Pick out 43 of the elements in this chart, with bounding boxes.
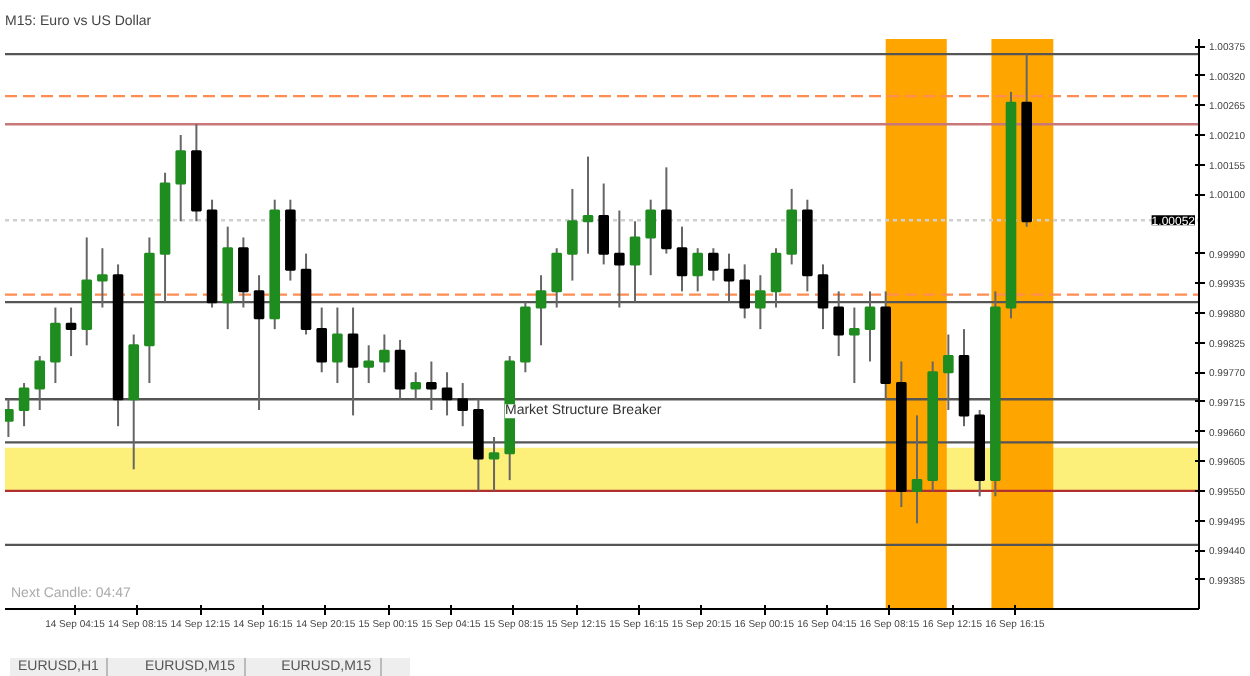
candlestick [817,263,829,331]
candlestick [645,198,656,277]
candlestick [708,247,719,282]
candlestick [316,306,328,374]
candlestick [864,290,876,363]
candlestick [739,263,750,320]
candlestick [535,274,547,347]
candlestick [18,382,30,428]
candlestick [394,338,406,401]
candlestick [347,306,359,417]
candlestick [65,306,77,358]
candlestick [723,252,735,304]
candlestick [34,355,46,412]
candlestick [755,274,766,331]
candlestick [911,414,923,525]
candlestick [426,360,437,412]
candlestick [692,247,703,293]
candlestick [786,187,797,266]
candlestick [676,225,688,293]
candlestick [614,209,625,309]
candlestick [551,247,563,309]
candlestick [238,236,249,309]
candlestick [629,220,641,304]
candlestick [457,382,469,428]
candlestick [943,333,954,412]
candlestick [332,306,343,385]
candlestick [253,274,265,412]
candlestick [97,247,108,309]
candlestick [582,155,594,255]
candlestick [363,344,375,385]
candlestick [598,182,610,266]
candlestick [488,435,500,492]
candlestick [849,306,860,385]
candlestick [661,166,672,255]
candlestick [410,371,422,401]
candlestick [175,133,187,223]
candlestick [50,306,61,385]
candlestick [833,290,844,358]
candlestick [379,333,390,374]
candlestick [5,398,14,438]
candlestick [770,247,782,309]
candlestick [567,187,578,282]
candlestick [441,371,453,417]
